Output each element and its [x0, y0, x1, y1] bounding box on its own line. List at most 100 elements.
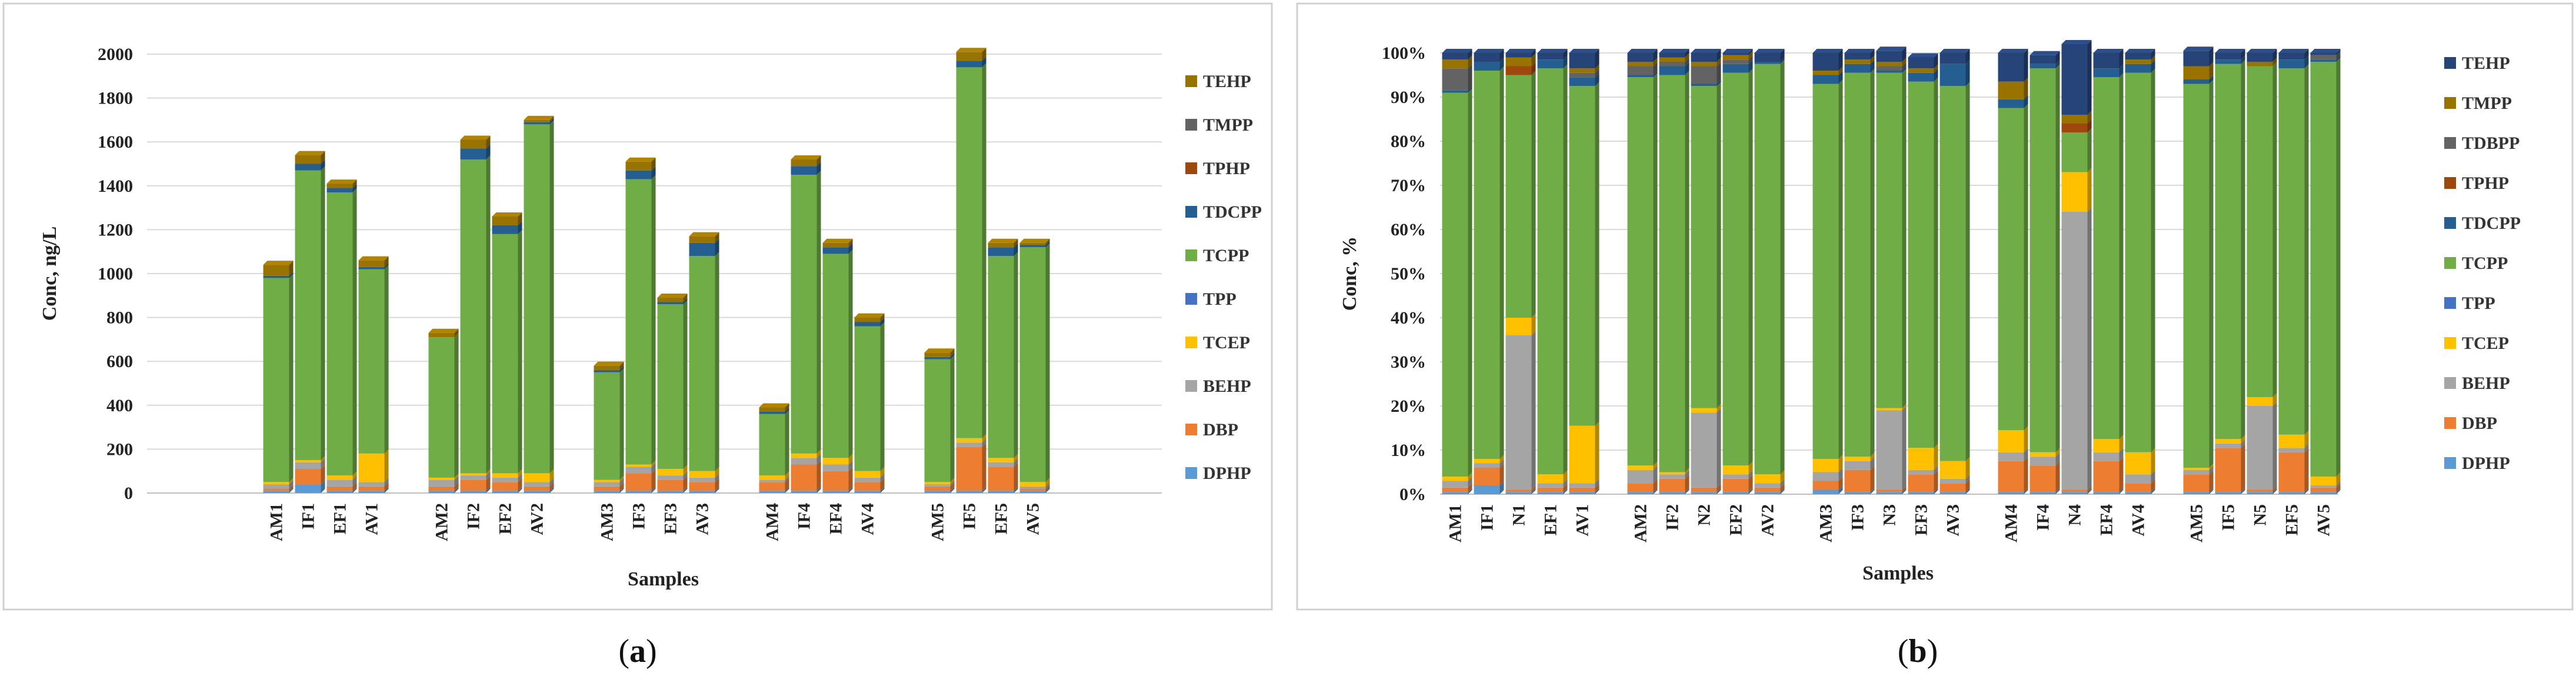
- bar-top-ef2: [492, 212, 522, 217]
- bar-side-dbp-n1: [1531, 485, 1536, 492]
- bar-segment-dphp-if5: [956, 491, 982, 493]
- bar-side-behp-ef4: [2119, 448, 2124, 461]
- bar-segment-tphp-n4: [2061, 124, 2088, 132]
- bar-side-behp-n5: [2272, 402, 2277, 490]
- bar-side-tehp-ef4: [848, 238, 853, 248]
- bar-side-behp-am2: [1653, 465, 1658, 484]
- bar-segment-tcpp-am3: [594, 372, 620, 480]
- bar-side-tehp-if1: [1499, 49, 1504, 62]
- bar-segment-tdcpp-am3: [1812, 75, 1839, 84]
- bar-segment-dbp-ef2: [492, 482, 518, 491]
- bar-side-tmpp-n5: [2272, 58, 2277, 66]
- bar-side-tdcpp-if3: [1870, 59, 1875, 73]
- bar-segment-tehp-av1: [358, 260, 385, 267]
- bar-segment-dphp-ef3: [657, 491, 684, 493]
- bar-side-dbp-av1: [1595, 483, 1599, 492]
- bar-segment-tehp-if3: [1844, 53, 1871, 60]
- bar-segment-tcep-av1: [358, 453, 385, 482]
- bar-segment-tcep-if1: [1474, 459, 1500, 464]
- bar-segment-tdcpp-if1: [295, 164, 321, 171]
- bar-side-tdcpp-av4: [2151, 59, 2155, 73]
- bar-segment-behp-am3: [1812, 472, 1839, 481]
- bar-segment-tehp-n2: [1691, 53, 1717, 62]
- bar-side-dbp-ef5: [1014, 462, 1018, 491]
- bar-side-behp-am3: [1838, 468, 1843, 481]
- bar-segment-dbp-am3: [1812, 481, 1839, 490]
- bar-side-tcep-ef1: [1563, 470, 1568, 484]
- legend-swatch-dphp: [2444, 457, 2456, 469]
- bar-segment-dbp-n3: [1876, 489, 1902, 492]
- bar-side-tehp-n5: [2272, 49, 2277, 62]
- bar-side-tcep-am4: [2024, 426, 2028, 452]
- bar-segment-tdcpp-am2: [1627, 75, 1654, 78]
- bar-side-tcpp-ef5: [2304, 64, 2309, 435]
- bar-segment-tdcpp-am5: [2183, 79, 2210, 84]
- bar-side-dphp-if4: [2055, 488, 2060, 494]
- bar-segment-tcpp-if2: [460, 159, 486, 474]
- bar-segment-behp-n1: [1505, 335, 1532, 490]
- bar-segment-tcep-n1: [1505, 318, 1532, 335]
- bar-segment-dbp-ef1: [1537, 487, 1564, 492]
- bar-segment-tcep-av1: [1569, 425, 1595, 484]
- bar-side-tcpp-am1: [289, 274, 294, 482]
- bar-side-dphp-if1: [321, 480, 325, 493]
- bar-side-tcep-av1: [384, 449, 389, 482]
- bar-segment-tehp-if2: [460, 139, 486, 149]
- bar-segment-tehp-ef2: [1722, 53, 1749, 55]
- bar-side-tcep-if4: [2055, 448, 2060, 457]
- bar-side-tcpp-if2: [1685, 71, 1689, 472]
- bar-segment-tehp-n4: [2061, 44, 2088, 115]
- bar-segment-tehp-if5: [956, 52, 982, 61]
- bar-side-tphp-n4: [2087, 119, 2092, 132]
- legend-label-tpp: TPP: [1203, 289, 1237, 309]
- bar-side-tcpp-if5: [2241, 59, 2245, 439]
- bar-side-dbp-n2: [1717, 483, 1721, 492]
- bar-segment-behp-av5: [2310, 485, 2337, 488]
- y-tick-label: 200: [106, 439, 133, 459]
- bar-side-tcpp-av4: [880, 322, 885, 471]
- bar-side-dphp-av5: [1045, 487, 1050, 493]
- bar-side-tdcpp-if2: [486, 144, 491, 160]
- bar-segment-tdcpp-if2: [460, 148, 486, 160]
- bar-side-dbp-av2: [549, 482, 554, 491]
- bar-side-dbp-ef4: [848, 467, 853, 491]
- bar-segment-dbp-av2: [524, 486, 550, 491]
- bar-segment-dbp-am5: [924, 486, 951, 491]
- bar-segment-tcep-am1: [1442, 477, 1468, 481]
- bar-side-dphp-ef5: [1014, 487, 1018, 493]
- bar-top-if4: [791, 155, 821, 160]
- bar-side-tcep-am1: [289, 478, 294, 485]
- bar-segment-tcep-if5: [2215, 439, 2241, 444]
- bar-side-dphp-av3: [715, 487, 719, 493]
- bar-segment-tdcpp-av3: [1940, 64, 1966, 86]
- bar-segment-dphp-if4: [791, 491, 817, 493]
- bar-side-dphp-if5: [2241, 488, 2245, 494]
- bar-side-behp-if4: [817, 454, 821, 465]
- bar-side-dbp-av5: [1045, 484, 1050, 491]
- bar-segment-dbp-if3: [1844, 469, 1871, 492]
- bar-segment-behp-ef4: [2093, 452, 2120, 461]
- legend-label-tcep: TCEP: [1203, 333, 1250, 352]
- bar-segment-tcpp-am2: [428, 337, 455, 478]
- bar-segment-tdcpp-am5: [924, 357, 951, 359]
- bar-segment-dbp-am2: [428, 486, 455, 491]
- bar-segment-tdcpp-n3: [1876, 71, 1902, 73]
- bar-side-tehp-if1: [321, 151, 325, 164]
- bar-side-tdbpp-av5: [2336, 51, 2341, 60]
- y-tick-label: 1400: [98, 177, 133, 196]
- bar-side-dbp-n4: [2087, 485, 2092, 492]
- panel-a-caption: (a): [618, 633, 657, 670]
- legend-swatch-behp: [1185, 380, 1197, 392]
- bar-side-tehp-am3: [619, 361, 624, 371]
- bar-side-dphp-if3: [1870, 488, 1875, 494]
- bar-segment-tmpp-am3: [1812, 71, 1839, 75]
- y-tick-label: 20%: [1391, 397, 1426, 416]
- bar-side-tdcpp-ef3: [683, 298, 688, 305]
- y-tick-label: 600: [106, 352, 133, 371]
- bar-side-tehp-ef1: [352, 179, 357, 188]
- bar-segment-tcpp-av5: [1019, 247, 1046, 482]
- bar-segment-tcep-n2: [1691, 408, 1717, 413]
- x-tick-label-if1: IF1: [1478, 504, 1497, 531]
- bar-segment-behp-if3: [625, 467, 652, 474]
- bar-side-tcep-ef2: [518, 469, 522, 478]
